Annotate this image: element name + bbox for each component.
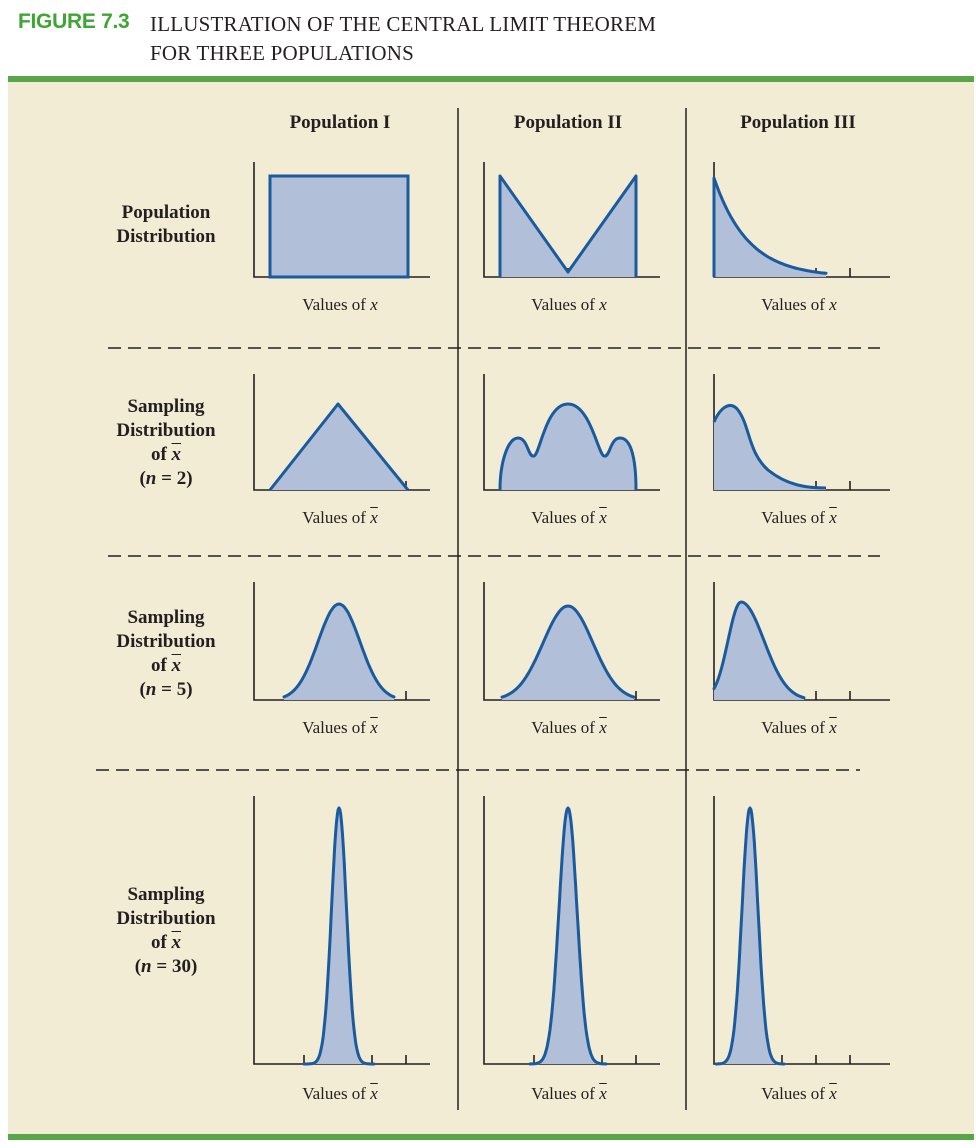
row-label-4-line3: of x (150, 932, 182, 953)
figure-title: ILLUSTRATION OF THE CENTRAL LIMIT THEORE… (150, 10, 656, 68)
r4-c3-curve (714, 806, 786, 1066)
r3-c2-area (502, 606, 634, 700)
r2-c3-area (714, 405, 826, 490)
figure-title-line1: ILLUSTRATION OF THE CENTRAL LIMIT THEORE… (150, 12, 657, 36)
row-label-1: Population Distribution (86, 201, 246, 249)
r2-c1-triangle (268, 402, 410, 491)
r3-c2-curve (500, 604, 636, 699)
r3-c1-area (284, 604, 394, 700)
row-label-3-line1: Sampling (127, 607, 205, 628)
figure-graphics (96, 108, 890, 1110)
r1-c3-curve (712, 176, 828, 275)
row-label-3-line4: (n = 5) (139, 679, 193, 700)
r3-c3-area (714, 602, 804, 700)
axis-label-r4-c3: Values of x (761, 1084, 837, 1103)
axis-label-r2-c3: Values of x (761, 508, 837, 527)
axis-label-r2-c2: Values of x (531, 508, 607, 527)
figure-header: FIGURE 7.3 ILLUSTRATION OF THE CENTRAL L… (0, 0, 976, 80)
bottom-rule (8, 1134, 974, 1140)
r3-c3-curve (712, 600, 806, 700)
r3-c1-curve (282, 602, 396, 699)
column-header-1: Population I (289, 112, 391, 133)
r4-c3-axes (713, 796, 890, 1065)
r2-c2-curve (498, 402, 638, 491)
r2-c1-area (270, 404, 408, 490)
row-label-4-line2: Distribution (116, 908, 216, 929)
row-label-3: Sampling Distribution of x (n = 5) (86, 606, 246, 702)
column-header-3: Population III (740, 112, 856, 133)
row-label-4: Sampling Distribution of x (n = 30) (86, 883, 246, 979)
r2-c3-curve (712, 404, 827, 490)
row-label-4-line4: (n = 30) (134, 956, 198, 977)
r4-c2-curve (528, 806, 608, 1066)
r4-c2-area (530, 808, 606, 1064)
row-label-2-line3: of x (150, 444, 182, 465)
axis-label-r3-c3: Values of x (761, 718, 837, 737)
axis-label-r1-c1: Values of x (302, 295, 378, 314)
r1-c1-uniform (268, 174, 410, 279)
row-label-3-line3: of x (150, 655, 182, 676)
r1-c2-v-shape (498, 174, 638, 277)
column-header-2: Population II (513, 112, 623, 133)
row-label-2-line4: (n = 2) (139, 468, 193, 489)
r1-c2-area (500, 176, 636, 277)
row-label-1-line1: Population (121, 202, 211, 223)
axis-label-r3-c1: Values of x (302, 718, 378, 737)
figure-panel: Population I Population II Population II… (8, 82, 974, 1134)
row-label-2: Sampling Distribution of x (n = 2) (86, 395, 246, 491)
row-label-4-line1: Sampling (127, 884, 205, 905)
axis-label-r1-c3: Values of x (761, 295, 837, 314)
axis-label-r4-c1: Values of x (302, 1084, 378, 1103)
row-label-2-line1: Sampling (127, 396, 205, 417)
r1-c3-area (714, 178, 826, 277)
axis-label-r1-c2: Values of x (531, 295, 607, 314)
figure-title-line2: FOR THREE POPULATIONS (150, 41, 415, 65)
plots (253, 162, 890, 1066)
row-label-2-line2: Distribution (116, 420, 216, 441)
row-label-3-line2: Distribution (116, 631, 216, 652)
row-label-1-line2: Distribution (116, 226, 216, 247)
axis-label-r3-c2: Values of x (531, 718, 607, 737)
top-rule (8, 76, 974, 82)
axis-label-r2-c1: Values of x (302, 508, 378, 527)
r2-c2-area (500, 404, 636, 490)
r4-c3-area (716, 808, 784, 1064)
axis-label-r4-c2: Values of x (531, 1084, 607, 1103)
r4-c1-curve (302, 806, 376, 1066)
r4-c1-area (304, 808, 374, 1064)
figure-number: FIGURE 7.3 (18, 10, 130, 33)
